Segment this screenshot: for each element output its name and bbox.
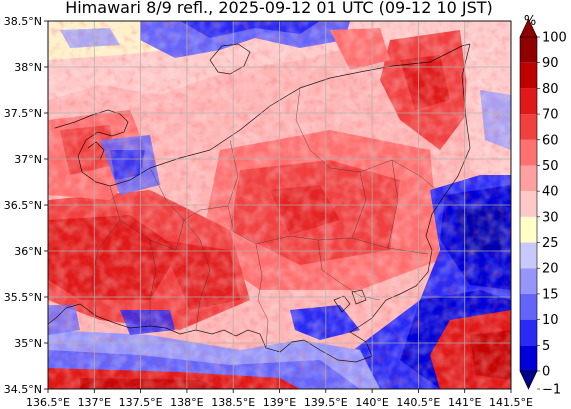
colorbar-segment <box>520 88 537 115</box>
x-tick-label: 137.5°E <box>119 396 163 409</box>
colorbar-segment <box>520 242 537 269</box>
colorbar-label: 80 <box>542 82 559 97</box>
map-title: Himawari 8/9 refl., 2025-09-12 01 UTC (0… <box>65 0 493 17</box>
x-tick-label: 137°E <box>78 396 111 409</box>
y-axis: 38.5°N 38°N 37.5°N 37°N 36.5°N 36°N 35.5°N 35°N… <box>4 15 48 396</box>
y-tick-label: 38.5°N <box>4 15 42 28</box>
colorbar-label: 90 <box>542 56 559 71</box>
colorbar-label: 30 <box>542 210 559 225</box>
colorbar-label: 5 <box>542 339 550 354</box>
y-tick-label: 36°N <box>14 245 42 258</box>
colorbar-label: 25 <box>542 236 559 251</box>
colorbar-label: 50 <box>542 159 559 174</box>
x-tick-label: 141.5°E <box>489 396 533 409</box>
colorbar-segment <box>520 62 537 89</box>
y-tick-label: 37°N <box>14 153 42 166</box>
x-tick-label: 138°E <box>170 396 203 409</box>
colorbar-label: 70 <box>542 108 559 123</box>
colorbar-label: 10 <box>542 313 559 328</box>
colorbar-label: −1 <box>542 383 561 398</box>
colorbar-under-arrow <box>519 370 538 390</box>
y-tick-label: 38°N <box>14 61 42 74</box>
y-tick-label: 35°N <box>14 337 42 350</box>
colorbar-segment <box>520 139 537 166</box>
x-tick-label: 139.5°E <box>304 396 348 409</box>
colorbar-segment <box>520 114 537 140</box>
x-axis: 136.5°E 137°E 137.5°E 138°E 138.5°E 139°E 139.… <box>26 389 533 409</box>
x-tick-label: 141°E <box>448 396 481 409</box>
colorbar-label: 20 <box>542 262 559 277</box>
colorbar-label: 100 <box>542 31 567 46</box>
y-tick-label: 35.5°N <box>4 291 42 304</box>
colorbar-segment <box>520 216 537 243</box>
colorbar-label: 15 <box>542 287 559 302</box>
colorbar-label: 60 <box>542 133 559 148</box>
colorbar-label: 0 <box>542 365 550 380</box>
x-tick-label: 140°E <box>355 396 388 409</box>
y-tick-label: 36.5°N <box>4 199 42 212</box>
x-tick-label: 136.5°E <box>26 396 70 409</box>
colorbar-segment <box>520 293 537 320</box>
colorbar-segment <box>520 319 537 346</box>
y-tick-label: 37.5°N <box>4 107 42 120</box>
colorbar-frame <box>519 36 538 372</box>
graticule <box>47 20 512 390</box>
y-tick-label: 34.5°N <box>4 383 42 396</box>
x-tick-label: 139°E <box>263 396 296 409</box>
colorbar-segment <box>520 191 537 217</box>
colorbar-segment <box>520 37 537 63</box>
colorbar-segment <box>520 345 537 371</box>
colorbar-segment <box>520 165 537 192</box>
colorbar-segment <box>520 268 537 294</box>
x-tick-label: 140.5°E <box>396 396 440 409</box>
colorbar-label: 40 <box>542 185 559 200</box>
x-tick-label: 138.5°E <box>211 396 255 409</box>
